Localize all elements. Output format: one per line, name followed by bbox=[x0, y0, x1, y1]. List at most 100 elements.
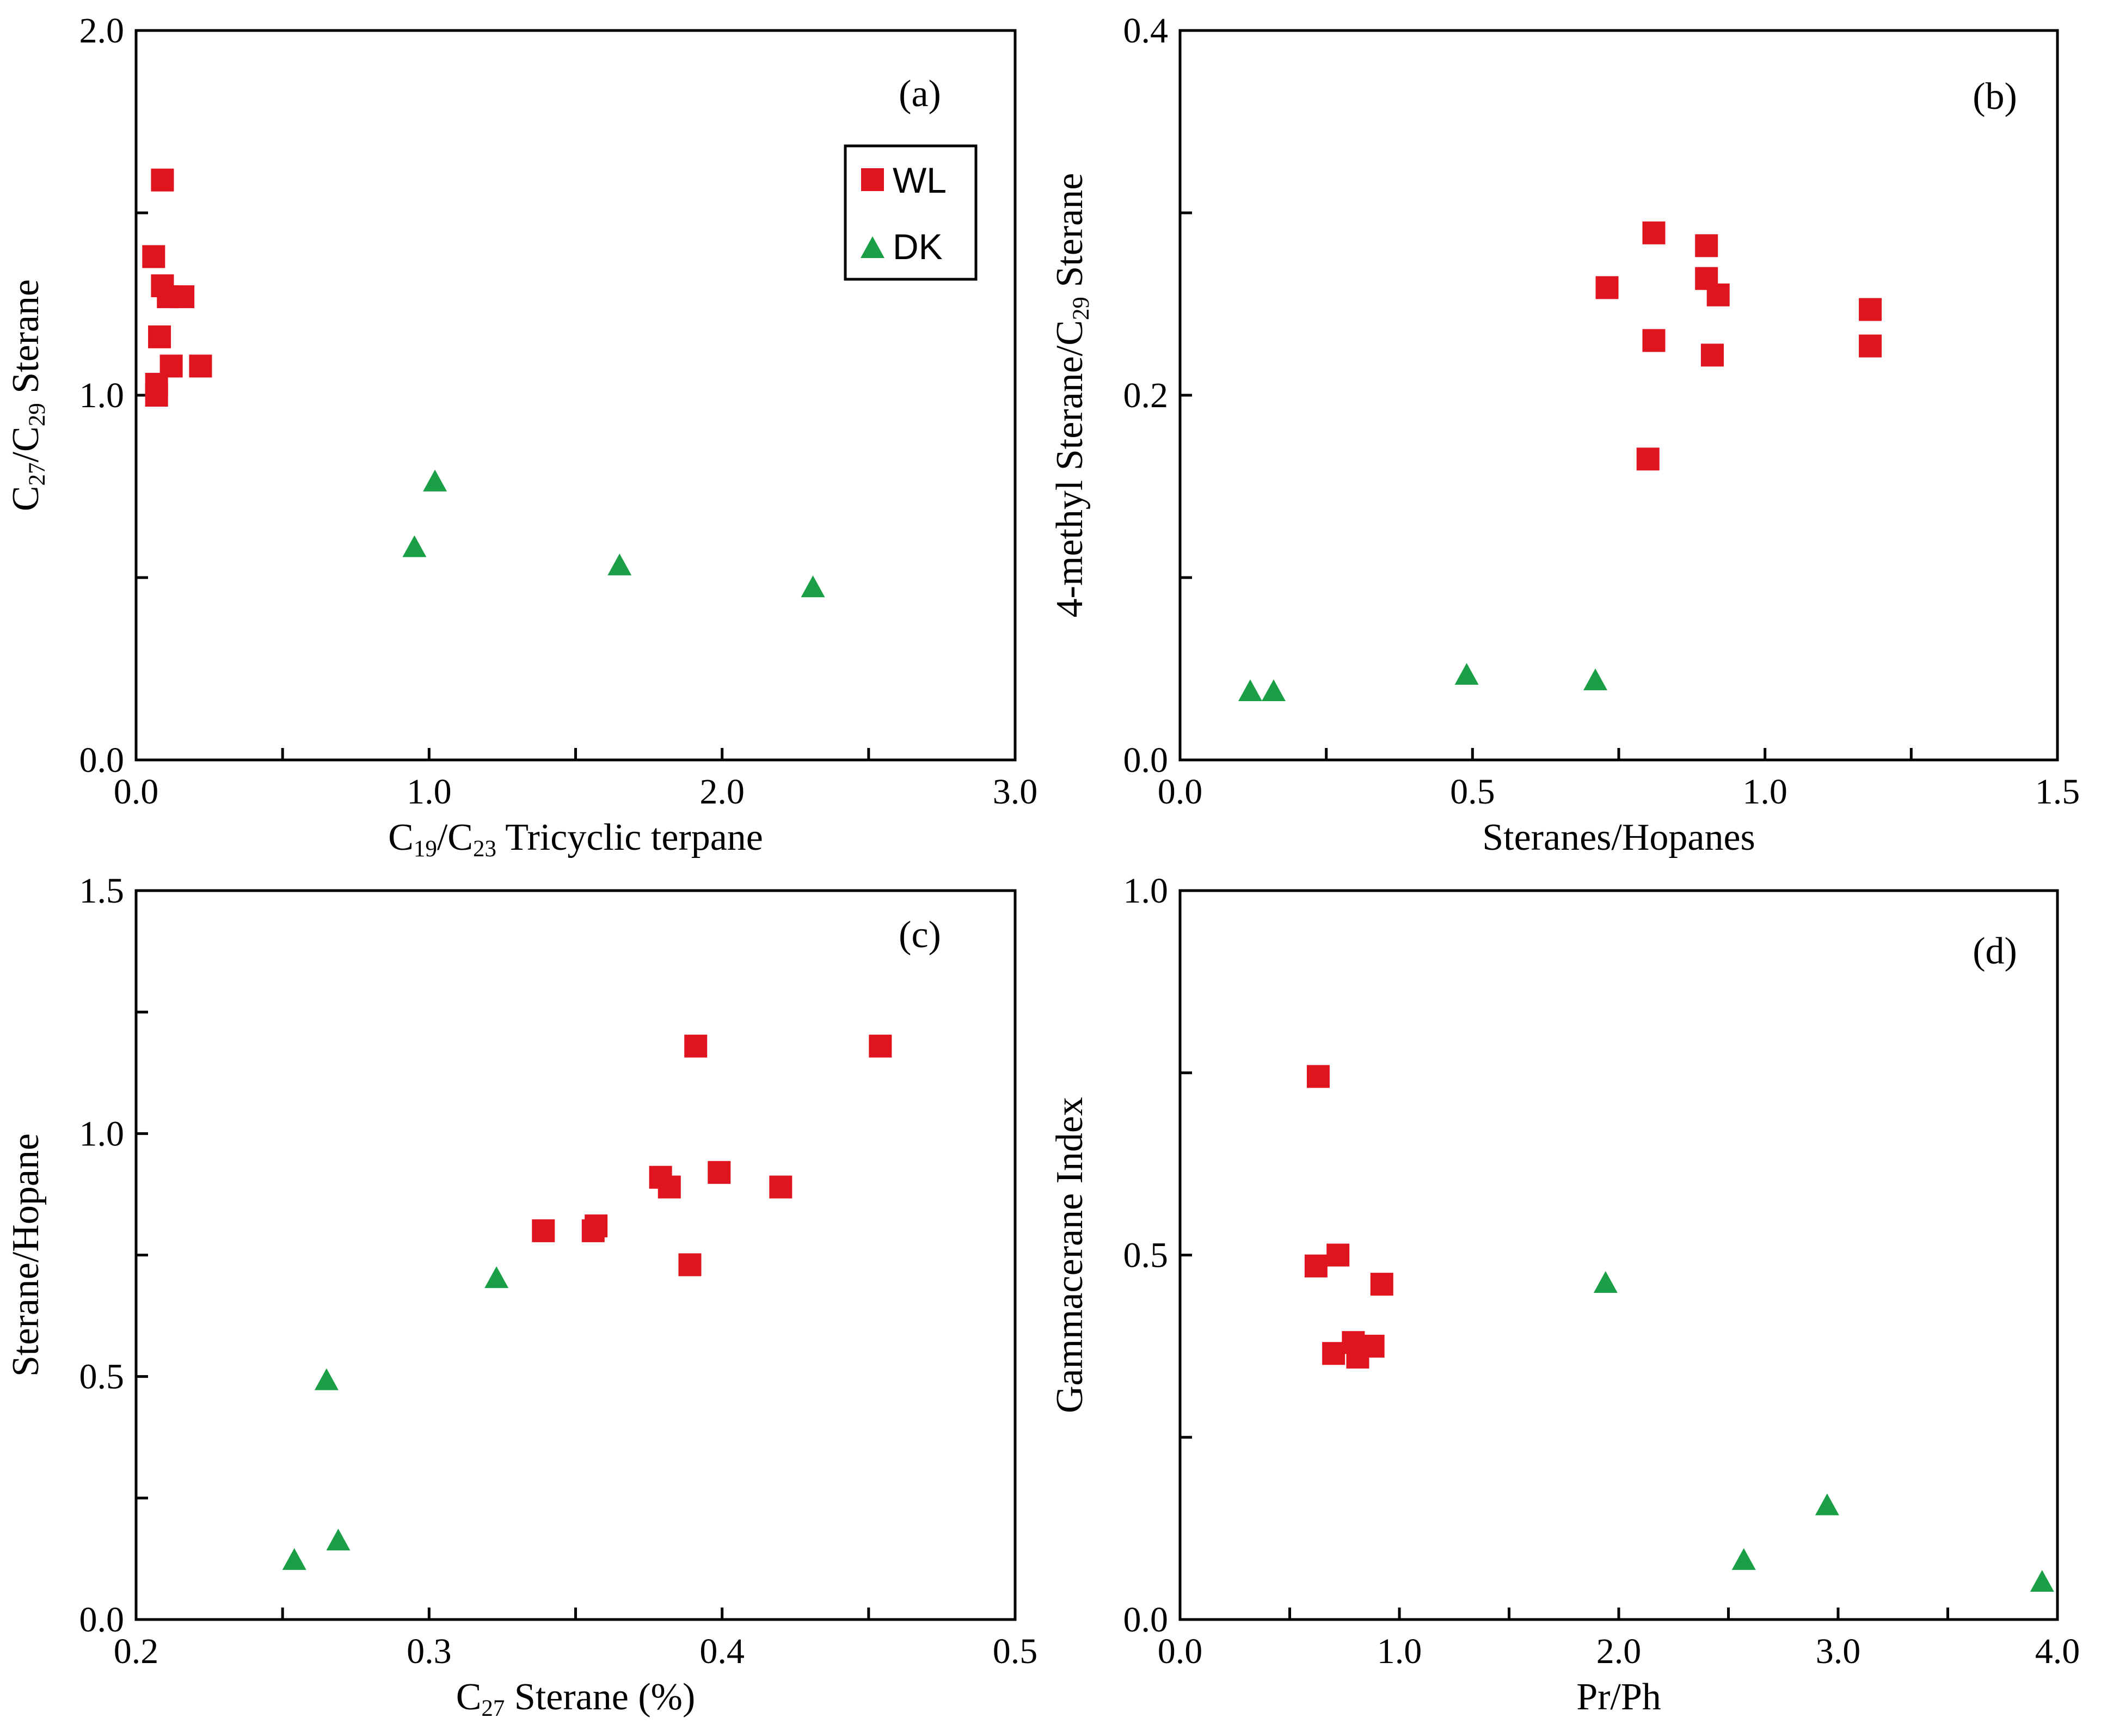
data-point-wl bbox=[1306, 1065, 1330, 1088]
y-tick-label: 0.0 bbox=[1123, 1600, 1169, 1640]
data-point-wl bbox=[1642, 221, 1666, 244]
plot-frame bbox=[1178, 29, 2059, 762]
label-text: C bbox=[388, 817, 414, 858]
data-point-wl bbox=[1636, 447, 1660, 471]
legend-marker-wl bbox=[861, 168, 884, 191]
subscript-text: 29 bbox=[24, 403, 50, 426]
legend-box bbox=[844, 144, 978, 281]
label-text: /C bbox=[437, 817, 473, 858]
panel-label: (d) bbox=[1973, 930, 2017, 972]
chart-panel-b: 0.0 0.5 1.0 1.5 0.0 0.2 0.4 Steranes/Hopanes 4-m… bbox=[1049, 11, 2080, 858]
x-axis-label: Steranes/Hopanes bbox=[1482, 817, 1755, 858]
data-point-wl bbox=[532, 1219, 555, 1242]
x-tick-label: 2.0 bbox=[699, 772, 745, 812]
panel-label: (a) bbox=[899, 73, 941, 115]
x-tick-label: 4.0 bbox=[2035, 1631, 2080, 1671]
legend-marker-dk bbox=[861, 236, 884, 258]
y-tick-label: 1.5 bbox=[79, 871, 125, 911]
data-point-wl bbox=[1706, 283, 1730, 306]
data-point-wl bbox=[1695, 234, 1718, 257]
y-tick-label: 1.0 bbox=[79, 1114, 125, 1154]
data-point-wl bbox=[1700, 343, 1724, 367]
data-point-dk bbox=[2030, 1570, 2054, 1592]
subscript-text: 29 bbox=[1068, 297, 1094, 320]
data-point-dk bbox=[607, 553, 632, 575]
label-text: Gammacerane Index bbox=[1049, 1097, 1091, 1413]
y-tick-label: 0.0 bbox=[79, 1600, 125, 1640]
x-tick-label: 0.0 bbox=[1158, 772, 1203, 812]
y-tick-label: 0.0 bbox=[1123, 740, 1169, 780]
data-point-wl bbox=[145, 384, 168, 407]
label-text: Sterane bbox=[5, 279, 47, 403]
label-text: C bbox=[5, 486, 47, 511]
x-axis-label: C27 Sterane (%) bbox=[456, 1676, 696, 1721]
data-point-dk bbox=[423, 469, 447, 492]
label-text: Sterane (%) bbox=[505, 1676, 695, 1718]
data-point-wl bbox=[658, 1175, 681, 1199]
x-tick-label: 1.0 bbox=[407, 772, 452, 812]
data-point-wl bbox=[1642, 329, 1666, 352]
label-text: Steranes/Hopanes bbox=[1482, 817, 1755, 858]
data-point-wl bbox=[148, 325, 171, 348]
x-tick-label: 0.0 bbox=[114, 772, 159, 812]
y-tick-label: 1.0 bbox=[79, 376, 125, 415]
plot-frame bbox=[134, 889, 1017, 1621]
label-text: 4-methyl Sterane/C bbox=[1049, 320, 1091, 617]
x-tick-label: 0.5 bbox=[1450, 772, 1495, 812]
label-text: C bbox=[456, 1676, 482, 1718]
data-point-wl bbox=[1346, 1345, 1369, 1369]
label-text: Sterane/Hopane bbox=[5, 1133, 47, 1377]
data-point-wl bbox=[142, 245, 165, 268]
legend-label: DK bbox=[893, 226, 943, 267]
x-tick-label: 0.4 bbox=[699, 1631, 745, 1671]
data-point-wl bbox=[678, 1253, 702, 1277]
subscript-text: 27 bbox=[24, 462, 50, 486]
data-point-wl bbox=[585, 1214, 608, 1237]
y-tick-label: 1.0 bbox=[1123, 871, 1169, 911]
y-tick-label: 0.5 bbox=[1123, 1236, 1169, 1275]
x-tick-label: 1.0 bbox=[1377, 1631, 1422, 1671]
x-tick-label: 0.0 bbox=[1158, 1631, 1203, 1671]
x-tick-label: 1.0 bbox=[1742, 772, 1787, 812]
panel-label: (b) bbox=[1973, 76, 2017, 118]
data-point-wl bbox=[1322, 1342, 1346, 1365]
data-point-wl bbox=[708, 1161, 731, 1184]
data-point-wl bbox=[171, 285, 195, 309]
x-tick-label: 2.0 bbox=[1596, 1631, 1642, 1671]
data-point-wl bbox=[1304, 1254, 1328, 1278]
data-point-dk bbox=[1454, 662, 1479, 685]
data-point-wl bbox=[1859, 298, 1882, 321]
y-tick-label: 0.5 bbox=[79, 1357, 125, 1397]
y-tick-label: 0.2 bbox=[1123, 376, 1169, 415]
data-point-dk bbox=[282, 1548, 306, 1570]
data-point-wl bbox=[1859, 334, 1882, 358]
panel-label: (c) bbox=[899, 914, 941, 956]
data-point-wl bbox=[1326, 1243, 1350, 1267]
data-point-dk bbox=[326, 1529, 351, 1551]
y-axis-label: Sterane/Hopane bbox=[5, 1133, 47, 1377]
subscript-text: 19 bbox=[414, 836, 437, 862]
label-text: Pr/Ph bbox=[1576, 1676, 1661, 1718]
data-point-wl bbox=[151, 168, 174, 192]
data-point-dk bbox=[1261, 679, 1286, 702]
data-point-wl bbox=[684, 1034, 708, 1058]
x-axis-label: Pr/Ph bbox=[1576, 1676, 1661, 1718]
subscript-text: 23 bbox=[473, 836, 496, 862]
data-point-dk bbox=[1593, 1271, 1618, 1293]
x-tick-label: 3.0 bbox=[993, 772, 1038, 812]
x-tick-label: 0.3 bbox=[407, 1631, 452, 1671]
data-point-dk bbox=[314, 1368, 339, 1390]
label-text: /C bbox=[5, 426, 47, 462]
label-text: Sterane bbox=[1049, 173, 1091, 297]
x-axis-label: C19/C23 Tricyclic terpane bbox=[388, 817, 763, 862]
x-tick-label: 0.2 bbox=[114, 1631, 159, 1671]
data-point-dk bbox=[1583, 668, 1608, 690]
y-axis-label: C27/C29 Sterane bbox=[5, 279, 50, 511]
legend: WL DK bbox=[844, 144, 978, 281]
data-point-dk bbox=[1815, 1493, 1839, 1516]
data-point-dk bbox=[1238, 679, 1262, 702]
data-point-dk bbox=[801, 575, 825, 598]
data-point-wl bbox=[769, 1175, 793, 1199]
